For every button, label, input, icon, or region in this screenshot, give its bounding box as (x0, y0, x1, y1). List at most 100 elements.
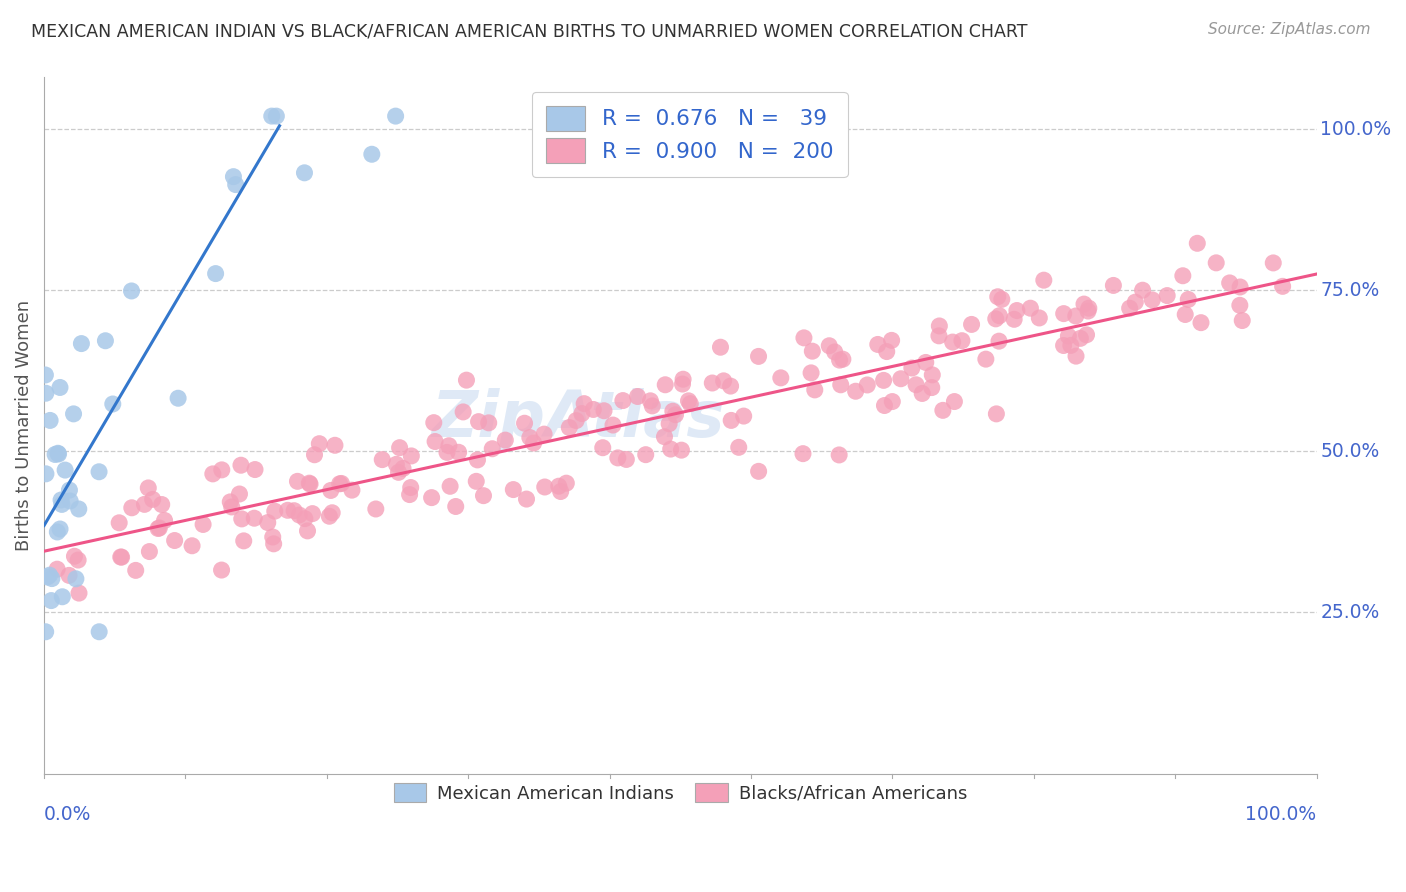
Point (914, 355, 936, 369)
Point (612, 393, 634, 408)
Point (720, 413, 742, 427)
Point (1177, 293, 1199, 307)
Point (1060, 338, 1083, 352)
Point (614, 452, 637, 467)
Point (1064, 309, 1087, 323)
Point (1219, 276, 1241, 290)
Point (150, 498, 173, 512)
Point (136, 481, 159, 495)
Point (911, 386, 934, 401)
Point (593, 403, 616, 417)
Point (606, 450, 628, 465)
Point (793, 331, 815, 345)
Point (659, 442, 682, 456)
Point (987, 290, 1010, 304)
Point (533, 480, 555, 494)
Point (294, 511, 316, 525)
Point (330, 476, 353, 491)
Point (1064, 349, 1087, 363)
Point (58, 483, 80, 497)
Point (1187, 236, 1209, 251)
Point (571, 407, 593, 421)
Point (87, 465, 110, 479)
Point (439, 479, 461, 493)
Point (748, 350, 770, 364)
Point (228, 487, 250, 501)
Point (288, 508, 311, 522)
Point (1077, 304, 1099, 318)
Point (436, 445, 458, 459)
Point (1229, 298, 1251, 312)
Point (602, 418, 624, 433)
Point (256, 516, 278, 530)
Legend: Mexican American Indians, Blacks/African Americans: Mexican American Indians, Blacks/African… (387, 776, 974, 810)
Point (905, 377, 928, 392)
Point (1076, 327, 1098, 342)
Point (1171, 268, 1194, 283)
Point (932, 403, 955, 417)
Point (1271, 279, 1294, 293)
Point (277, 503, 299, 517)
Point (63, 549, 86, 564)
Point (641, 399, 664, 413)
Point (1069, 331, 1091, 345)
Point (44, 447, 66, 461)
Point (49, 493, 72, 508)
Point (1174, 308, 1197, 322)
Point (664, 408, 686, 422)
Point (824, 345, 846, 359)
Point (318, 509, 340, 524)
Point (720, 379, 742, 393)
Point (679, 397, 702, 411)
Point (451, 405, 474, 419)
Point (792, 447, 814, 461)
Point (401, 449, 423, 463)
Point (39, 413, 62, 427)
Point (634, 448, 657, 462)
Point (301, 507, 323, 521)
Point (299, 477, 322, 491)
Point (1102, 278, 1125, 293)
Point (387, 466, 409, 480)
Point (191, 517, 214, 532)
Point (67, 502, 90, 516)
Point (671, 377, 693, 392)
Point (801, 344, 824, 359)
Point (298, 476, 321, 491)
Point (153, 513, 176, 527)
Point (1263, 256, 1285, 270)
Point (640, 393, 662, 408)
Point (830, 377, 852, 392)
Point (921, 381, 943, 395)
Point (654, 377, 676, 392)
Point (828, 353, 851, 368)
Point (626, 389, 648, 403)
Point (942, 334, 965, 349)
Point (266, 109, 288, 123)
Point (46, 524, 69, 539)
Point (70, 336, 93, 351)
Point (928, 329, 950, 343)
Point (423, 434, 446, 449)
Point (35, 467, 58, 481)
Point (167, 391, 190, 405)
Point (1052, 338, 1074, 352)
Point (523, 436, 546, 450)
Point (138, 544, 160, 558)
Point (110, 549, 132, 564)
Point (472, 489, 495, 503)
Point (727, 440, 749, 454)
Point (51, 590, 73, 604)
Point (243, 511, 266, 525)
Point (988, 309, 1011, 323)
Point (1118, 301, 1140, 316)
Point (67, 553, 90, 567)
Point (733, 409, 755, 423)
Point (572, 397, 595, 411)
Point (713, 374, 735, 388)
Point (262, 530, 284, 544)
Y-axis label: Births to Unmarried Women: Births to Unmarried Women (15, 300, 32, 551)
Point (555, 476, 578, 491)
Point (928, 318, 950, 333)
Point (515, 492, 537, 507)
